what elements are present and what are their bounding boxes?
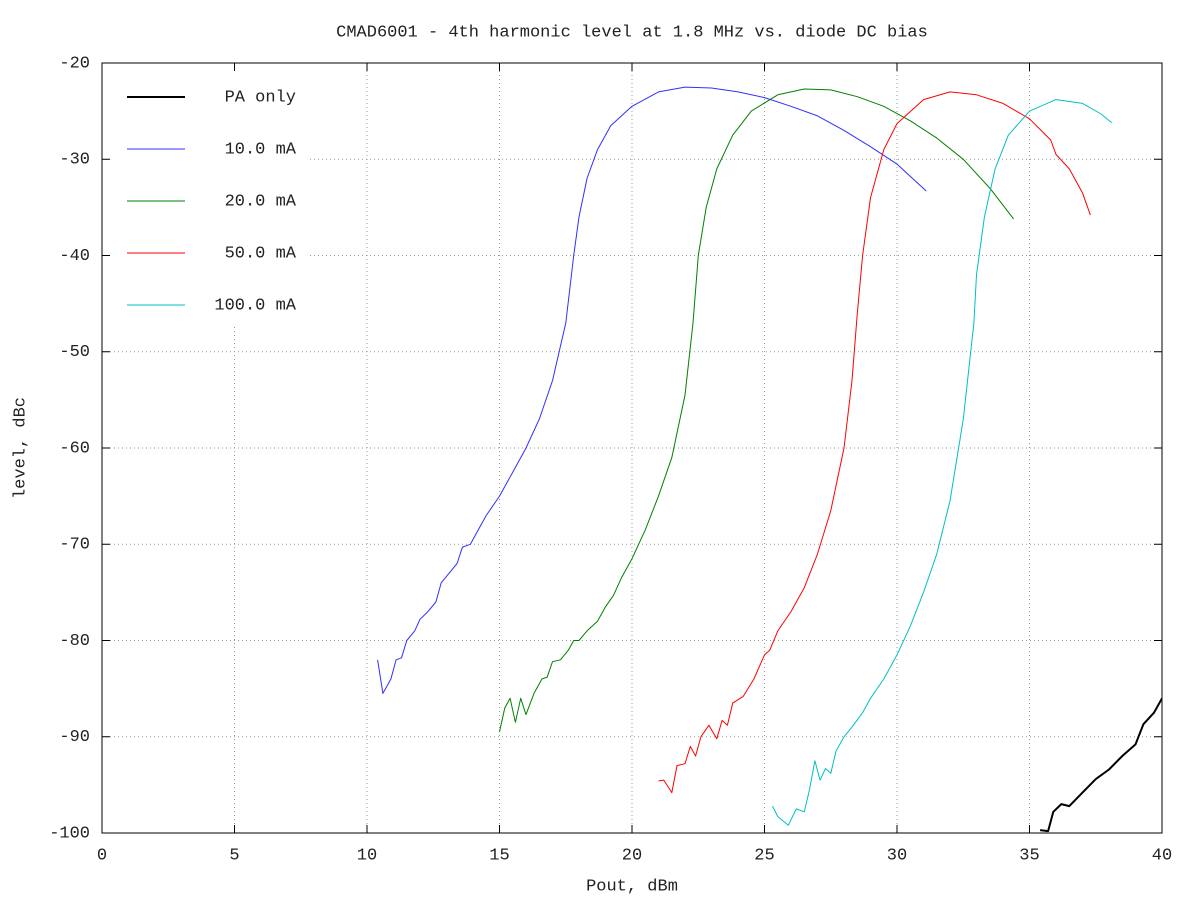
x-tick-label: 5 (229, 846, 239, 865)
legend-label: 20.0 mA (225, 192, 297, 211)
chart-title: CMAD6001 - 4th harmonic level at 1.8 MHz… (336, 23, 928, 42)
x-tick-label: 40 (1152, 846, 1172, 865)
x-tick-label: 25 (754, 846, 774, 865)
x-tick-label: 30 (887, 846, 907, 865)
legend-label: 100.0 mA (214, 296, 296, 315)
plot-frame (101, 62, 1163, 834)
series-line (499, 88, 1014, 733)
y-tick-label: -80 (59, 632, 90, 651)
legend-label: PA only (225, 88, 296, 107)
y-tick-label: -30 (59, 151, 90, 170)
legend-box (110, 71, 310, 327)
y-tick-label: -70 (59, 536, 90, 555)
x-tick-label: 35 (1019, 846, 1039, 865)
series-line (377, 86, 927, 694)
series-line (772, 99, 1113, 826)
x-tick-label: 15 (489, 846, 509, 865)
x-axis-label: Pout, dBm (586, 877, 678, 896)
y-tick-label: -90 (59, 728, 90, 747)
legend-label: 50.0 mA (225, 244, 297, 263)
series-line (658, 91, 1091, 794)
y-tick-label: -20 (59, 54, 90, 73)
y-axis-label: level, dBc (11, 397, 30, 499)
y-tick-label: -60 (59, 439, 90, 458)
x-tick-label: 20 (622, 846, 642, 865)
x-tick-label: 10 (357, 846, 377, 865)
legend-label: 10.0 mA (225, 140, 297, 159)
y-tick-label: -50 (59, 343, 90, 362)
x-tick-label: 0 (97, 846, 107, 865)
series-line (1039, 697, 1162, 833)
y-tick-label: -100 (49, 824, 90, 843)
y-tick-label: -40 (59, 247, 90, 266)
